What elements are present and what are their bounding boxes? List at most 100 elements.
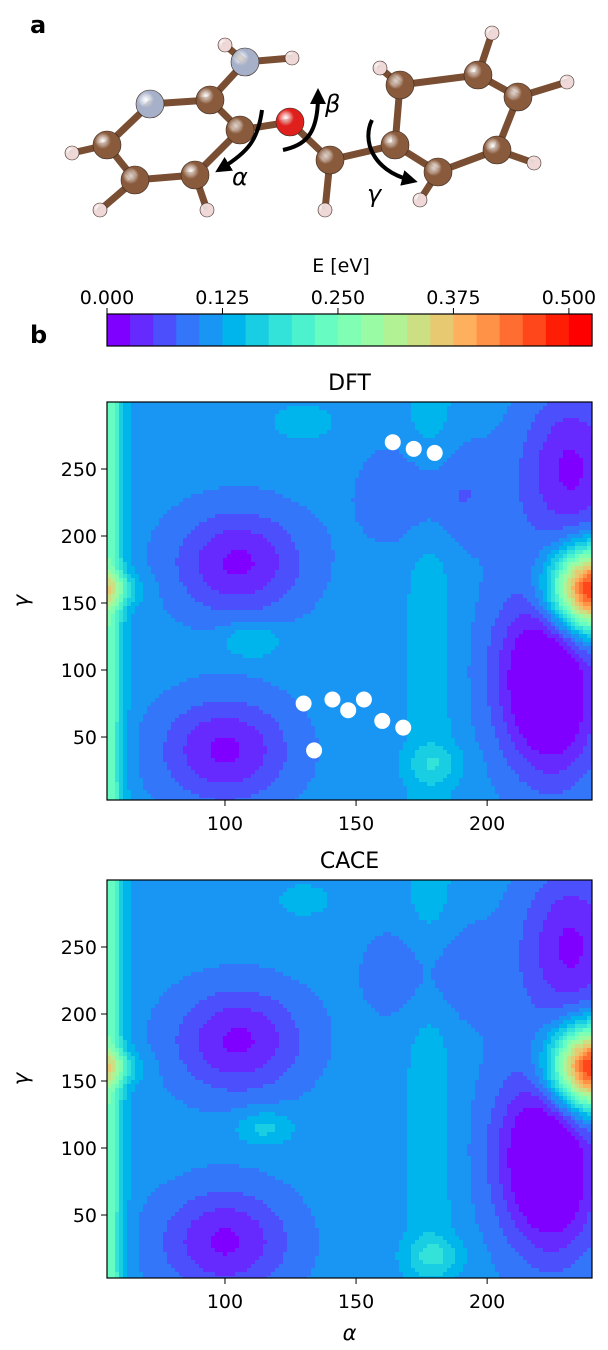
energy-cell <box>223 422 228 427</box>
energy-cell <box>147 462 152 467</box>
energy-cell <box>375 430 380 435</box>
energy-cell <box>255 542 260 547</box>
energy-cell <box>427 402 432 407</box>
energy-cell <box>183 554 188 559</box>
energy-cell <box>111 426 116 431</box>
energy-cell <box>431 430 436 435</box>
energy-cell <box>455 554 460 559</box>
energy-cell <box>111 542 116 547</box>
energy-cell <box>531 474 536 479</box>
energy-cell <box>263 462 268 467</box>
energy-cell <box>211 558 216 563</box>
energy-cell <box>363 422 368 427</box>
energy-cell <box>119 530 124 535</box>
energy-cell <box>183 442 188 447</box>
energy-cell <box>491 490 496 495</box>
energy-cell <box>231 418 236 423</box>
energy-cell <box>255 550 260 555</box>
energy-cell <box>343 454 348 459</box>
energy-cell <box>283 486 288 491</box>
energy-cell <box>451 534 456 539</box>
colorbar-tick-label: 0.500 <box>542 287 596 309</box>
energy-cell <box>495 430 500 435</box>
energy-cell <box>227 414 232 419</box>
energy-cell <box>463 534 468 539</box>
energy-cell <box>267 546 272 551</box>
energy-cell <box>267 502 272 507</box>
energy-cell <box>339 434 344 439</box>
energy-cell <box>547 402 552 407</box>
energy-cell <box>311 426 316 431</box>
energy-cell <box>419 418 424 423</box>
energy-cell <box>375 530 380 535</box>
energy-cell <box>347 506 352 511</box>
energy-cell <box>551 430 556 435</box>
energy-cell <box>159 474 164 479</box>
energy-cell <box>363 494 368 499</box>
energy-cell <box>351 434 356 439</box>
energy-cell <box>527 546 532 551</box>
energy-cell <box>215 414 220 419</box>
energy-cell <box>343 418 348 423</box>
energy-cell <box>531 466 536 471</box>
energy-cell <box>415 542 420 547</box>
energy-cell <box>175 474 180 479</box>
energy-cell <box>403 470 408 475</box>
energy-cell <box>431 510 436 515</box>
energy-cell <box>587 446 592 451</box>
energy-cell <box>203 506 208 511</box>
energy-cell <box>303 474 308 479</box>
energy-cell <box>119 486 124 491</box>
energy-cell <box>115 538 120 543</box>
energy-cell <box>299 530 304 535</box>
energy-cell <box>487 514 492 519</box>
energy-cell <box>411 522 416 527</box>
energy-cell <box>571 442 576 447</box>
energy-cell <box>547 542 552 547</box>
energy-cell <box>127 534 132 539</box>
energy-cell <box>523 542 528 547</box>
energy-cell <box>511 518 516 523</box>
energy-cell <box>559 418 564 423</box>
energy-cell <box>479 430 484 435</box>
energy-cell <box>223 466 228 471</box>
energy-cell <box>291 434 296 439</box>
energy-cell <box>455 442 460 447</box>
energy-cell <box>499 554 504 559</box>
energy-cell <box>199 498 204 503</box>
energy-cell <box>339 542 344 547</box>
energy-cell <box>215 506 220 511</box>
energy-cell <box>235 406 240 411</box>
energy-cell <box>115 534 120 539</box>
energy-cell <box>431 558 436 563</box>
energy-cell <box>471 502 476 507</box>
energy-cell <box>279 506 284 511</box>
energy-cell <box>203 478 208 483</box>
energy-cell <box>155 410 160 415</box>
energy-cell <box>399 422 404 427</box>
energy-cell <box>295 422 300 427</box>
energy-cell <box>455 514 460 519</box>
energy-cell <box>447 426 452 431</box>
energy-cell <box>255 554 260 559</box>
energy-cell <box>399 510 404 515</box>
energy-cell <box>479 434 484 439</box>
energy-cell <box>415 526 420 531</box>
energy-cell <box>571 522 576 527</box>
energy-cell <box>275 402 280 407</box>
energy-cell <box>303 406 308 411</box>
energy-cell <box>427 526 432 531</box>
energy-cell <box>519 434 524 439</box>
energy-cell <box>199 542 204 547</box>
energy-cell <box>215 542 220 547</box>
energy-cell <box>307 498 312 503</box>
energy-cell <box>239 522 244 527</box>
energy-cell <box>183 546 188 551</box>
energy-cell <box>371 414 376 419</box>
energy-cell <box>559 454 564 459</box>
energy-cell <box>415 490 420 495</box>
energy-cell <box>363 478 368 483</box>
energy-cell <box>415 502 420 507</box>
energy-cell <box>567 474 572 479</box>
energy-cell <box>467 410 472 415</box>
